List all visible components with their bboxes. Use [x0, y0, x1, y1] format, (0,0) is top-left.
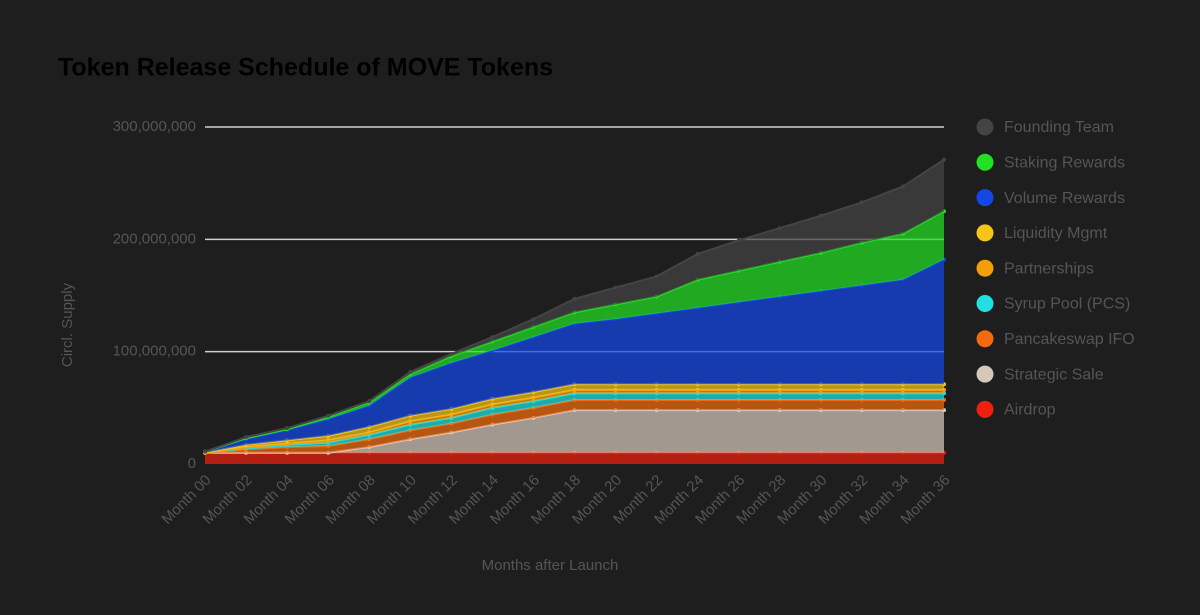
legend-label: Partnerships: [1004, 260, 1094, 277]
area: [205, 259, 944, 453]
legend-marker: [976, 118, 994, 136]
point: [326, 413, 331, 418]
legend-marker: [976, 295, 994, 312]
area: [205, 452, 944, 464]
area: [205, 159, 944, 452]
point: [408, 369, 413, 374]
point: [942, 157, 946, 162]
legend-label: Airdrop: [1004, 402, 1056, 419]
area: [205, 410, 944, 453]
y-tick-label: 300,000,000: [113, 118, 196, 135]
point: [572, 296, 577, 301]
point: [859, 200, 864, 205]
legend-marker: [976, 365, 994, 383]
legend-label: Strategic Sale: [1004, 366, 1104, 383]
point: [244, 435, 249, 440]
legend-marker: [976, 400, 994, 418]
point: [736, 238, 741, 243]
legend-label: Founding Team: [1004, 119, 1114, 136]
legend-label: Syrup Pool (PCS): [1004, 296, 1130, 313]
legend-label: Liquidity Mgmt: [1004, 225, 1108, 242]
point: [203, 449, 207, 454]
area: [205, 393, 944, 453]
legend-label: Pancakeswap IFO: [1004, 331, 1135, 348]
point: [654, 274, 659, 279]
point: [285, 426, 290, 431]
legend-label: Volume Rewards: [1004, 190, 1125, 207]
legend-marker: [976, 259, 994, 277]
legend-marker: [976, 224, 994, 242]
point: [695, 251, 700, 256]
point: [367, 399, 372, 404]
y-tick-label: 200,000,000: [113, 230, 196, 247]
y-axis-title: Circl. Supply: [59, 282, 76, 367]
chart-title: Token Release Schedule of MOVE Tokens: [58, 54, 553, 82]
point: [900, 184, 905, 189]
y-tick-label: 0: [188, 455, 196, 472]
y-tick-label: 100,000,000: [113, 343, 196, 360]
point: [449, 351, 454, 356]
point: [531, 317, 536, 322]
legend-marker: [976, 330, 994, 348]
point: [613, 285, 618, 290]
area: [205, 399, 944, 453]
legend-label: Staking Rewards: [1004, 155, 1125, 172]
point: [777, 226, 782, 231]
x-axis-title: Months after Launch: [482, 557, 619, 574]
legend-marker: [976, 189, 994, 207]
legend-marker: [976, 153, 994, 171]
area: [205, 211, 944, 452]
point: [490, 335, 495, 340]
point: [818, 213, 823, 218]
